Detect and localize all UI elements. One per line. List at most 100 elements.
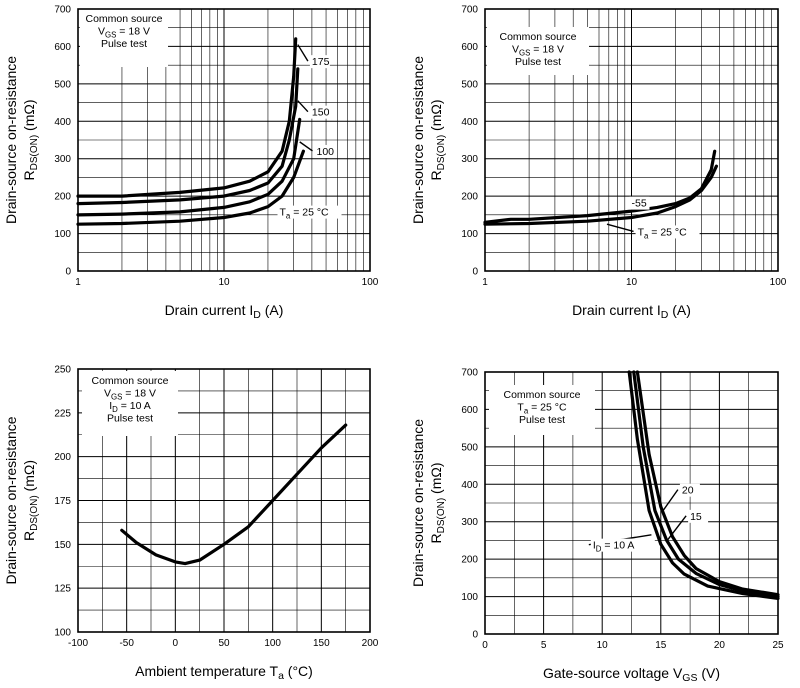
series-label: 175 xyxy=(312,56,330,68)
label-leader xyxy=(297,100,309,113)
y-tick-label: 300 xyxy=(54,154,71,165)
series-line xyxy=(483,164,718,226)
y-axis-title: Drain-source on-resistance RDS(ON) (mΩ) xyxy=(3,416,40,584)
condition-text: Pulse test xyxy=(101,38,147,50)
y-axis-title-line1: Drain-source on-resistance xyxy=(3,56,19,224)
label-leader xyxy=(666,515,687,542)
plot-frame xyxy=(77,8,371,272)
x-tick-label: 0 xyxy=(173,638,179,649)
label-bg xyxy=(629,196,650,210)
plot-frame xyxy=(484,8,779,272)
x-axis-title: Drain current ID (A) xyxy=(572,302,691,321)
x-axis-title: Drain current ID (A) xyxy=(165,302,284,321)
y-tick-label: 200 xyxy=(54,192,71,203)
y-tick-label: 300 xyxy=(461,154,478,165)
y-tick-label: 400 xyxy=(461,480,478,491)
y-tick-label: 300 xyxy=(461,517,478,528)
series-line xyxy=(76,37,298,198)
y-axis-title-line2: RDS(ON) (mΩ) xyxy=(21,99,40,180)
y-tick-label: 500 xyxy=(54,79,71,90)
label-bg xyxy=(688,509,709,523)
plot-frame xyxy=(484,371,779,635)
label-bg xyxy=(309,105,330,119)
series-label: ID = 10 A xyxy=(593,540,635,554)
label-bg xyxy=(277,205,342,219)
series-line xyxy=(120,423,348,566)
x-tick-label: 100 xyxy=(264,638,281,649)
y-axis-title: Drain-source on-resistance RDS(ON) (mΩ) xyxy=(410,56,447,224)
series-label: 20 xyxy=(682,485,694,497)
chart-rds-vs-temperature: 100 125 150 175 200 225 250 -100 -50 0 50 100 150 200… xyxy=(3,365,379,683)
chart-rds-vs-id-left: 0 100 200 300 400 500 600 700 1 10 100 Common sourc… xyxy=(3,5,379,322)
y-tick-label: 225 xyxy=(54,408,71,419)
condition-text: Common source xyxy=(499,31,576,43)
y-tick-label: 600 xyxy=(461,405,478,416)
y-tick-label: 100 xyxy=(461,592,478,603)
y-tick-label: 500 xyxy=(461,79,478,90)
y-axis-title-line2: RDS(ON) (mΩ) xyxy=(428,99,447,180)
series-line xyxy=(627,370,780,600)
plot-frame xyxy=(77,368,371,633)
label-bg xyxy=(590,538,655,552)
y-tick-label: 400 xyxy=(461,117,478,128)
series-label: 100 xyxy=(316,146,334,158)
x-tick-label: -100 xyxy=(68,638,88,649)
y-axis-title-line2: RDS(ON) (mΩ) xyxy=(21,460,40,541)
condition-text: Common source xyxy=(85,13,162,25)
x-tick-label: 100 xyxy=(362,277,379,288)
x-tick-label: -50 xyxy=(119,638,134,649)
y-axis-title-line1: Drain-source on-resistance xyxy=(3,416,19,584)
series-label: Ta = 25 °C xyxy=(280,207,330,221)
x-tick-label: 1 xyxy=(75,277,81,288)
x-tick-label: 100 xyxy=(770,277,787,288)
y-axis-title-line1: Drain-source on-resistance xyxy=(410,419,426,587)
x-axis-title: Gate-source voltage VGS (V) xyxy=(543,665,720,684)
y-tick-label: 600 xyxy=(461,42,478,53)
x-tick-label: 20 xyxy=(714,640,726,651)
y-tick-label: 400 xyxy=(54,117,71,128)
x-tick-label: 10 xyxy=(626,277,638,288)
y-tick-label: 0 xyxy=(472,630,478,641)
label-bg xyxy=(309,55,330,69)
x-tick-label: 150 xyxy=(313,638,330,649)
label-bg xyxy=(635,225,700,239)
x-tick-label: 1 xyxy=(482,277,488,288)
y-tick-label: 700 xyxy=(54,5,71,16)
condition-text: Common source xyxy=(91,375,168,387)
chart-rds-vs-vgs: 0 100 200 300 400 500 600 700 0 5 10 15 20 25 Common s… xyxy=(410,368,784,685)
y-tick-label: 500 xyxy=(461,442,478,453)
series-label: 15 xyxy=(690,511,702,523)
x-axis-title: Ambient temperature Ta (°C) xyxy=(135,663,313,682)
y-axis-title: Drain-source on-resistance RDS(ON) (mΩ) xyxy=(3,56,40,224)
series-label: Ta = 25 °C xyxy=(638,226,688,240)
y-tick-label: 125 xyxy=(54,584,71,595)
series-line xyxy=(635,370,780,597)
y-tick-label: 150 xyxy=(54,540,71,551)
y-tick-label: 100 xyxy=(54,229,71,240)
series-line xyxy=(632,370,780,599)
series-line xyxy=(76,67,300,206)
condition-text: Pulse test xyxy=(519,414,565,426)
y-tick-label: 100 xyxy=(461,229,478,240)
label-bg xyxy=(679,483,700,497)
y-tick-label: 250 xyxy=(54,365,71,376)
y-tick-label: 175 xyxy=(54,496,71,507)
y-axis-title: Drain-source on-resistance RDS(ON) (mΩ) xyxy=(410,419,447,587)
condition-text: Common source xyxy=(503,389,580,401)
y-tick-label: 200 xyxy=(461,555,478,566)
condition-text: VGS = 18 V xyxy=(512,44,564,58)
label-leader xyxy=(606,223,634,233)
x-tick-label: 15 xyxy=(655,640,667,651)
x-tick-label: 25 xyxy=(772,640,784,651)
y-axis-title-line2: RDS(ON) (mΩ) xyxy=(428,462,447,543)
series-label: -55 xyxy=(632,198,647,210)
condition-text: Pulse test xyxy=(515,56,561,68)
chart-rds-vs-id-right: 0 100 200 300 400 500 600 700 1 10 100 Common sourc… xyxy=(410,5,787,322)
x-tick-label: 200 xyxy=(362,638,379,649)
y-tick-label: 0 xyxy=(472,267,478,278)
x-tick-label: 0 xyxy=(482,640,488,651)
condition-text: ID = 10 A xyxy=(109,400,151,414)
